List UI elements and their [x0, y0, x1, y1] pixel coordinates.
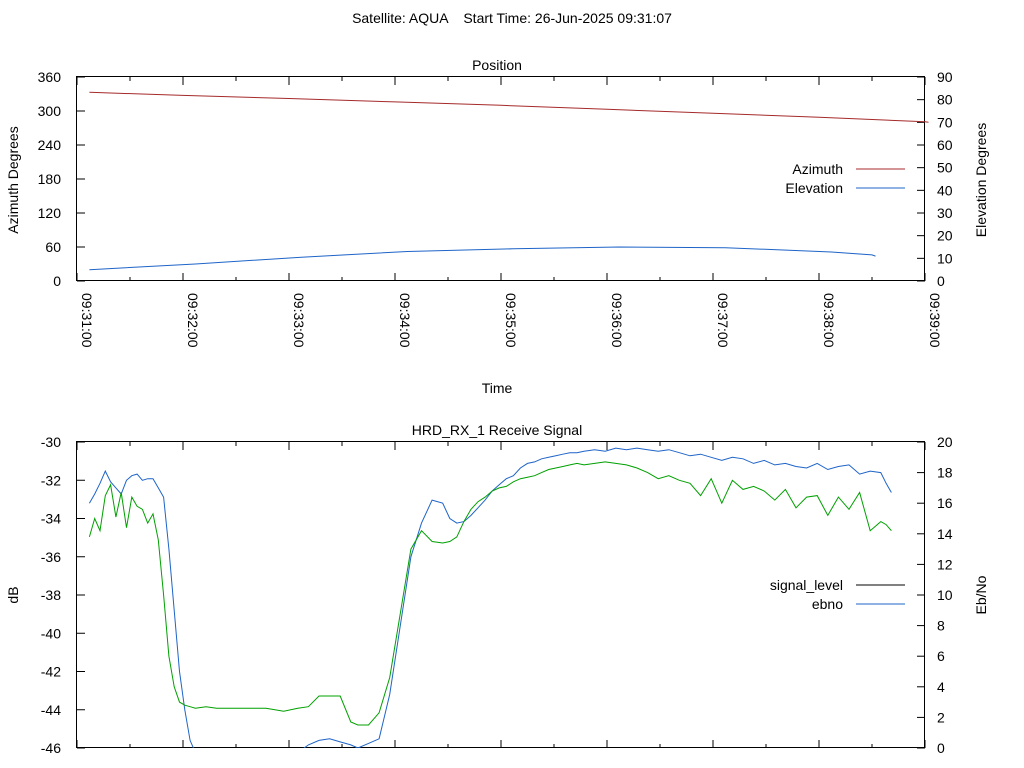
signal-ticks: -46 -44 -42 -40 -38 -36 -34 -32 -30 0 2 4 6 8 10 12 14 16… [41, 434, 953, 756]
y-tick-label: 240 [38, 137, 62, 153]
x-tick-label: 09:34:00 [397, 293, 413, 348]
y-tick-label: -38 [41, 587, 61, 603]
series-line-signal-level [89, 465, 891, 725]
x-tick-label: 09:38:00 [821, 293, 837, 348]
y-tick-label: -36 [41, 549, 61, 565]
signal-chart-title: HRD_RX_1 Receive Signal [412, 422, 582, 438]
x-tick-label: 09:32:00 [185, 293, 201, 348]
y2-tick-label: 16 [937, 495, 953, 511]
y-tick-label: -46 [41, 740, 61, 756]
y-tick-label: 120 [38, 205, 62, 221]
y2-tick-label: 10 [937, 250, 953, 266]
y2-tick-label: 90 [937, 69, 953, 85]
y-tick-label: 180 [38, 171, 62, 187]
position-chart-title: Position [472, 57, 522, 73]
signal-legend: signal_level ebno [770, 577, 905, 612]
y2-tick-label: 8 [937, 618, 945, 634]
y2-tick-label: 6 [937, 648, 945, 664]
y2-tick-label: 70 [937, 114, 953, 130]
page-title: Satellite: AQUA Start Time: 26-Jun-2025 … [352, 10, 672, 26]
y-tick-label: 0 [53, 273, 61, 289]
legend-label-elevation: Elevation [785, 180, 843, 196]
x-tick-label: 09:37:00 [715, 293, 731, 348]
signal-series [88, 447, 892, 748]
series-line-ebno [88, 447, 892, 748]
y-tick-label: -34 [41, 511, 61, 527]
x-tick-label: 09:36:00 [609, 293, 625, 348]
y-tick-label: 360 [38, 69, 62, 85]
position-y2-axis-label: Elevation Degrees [973, 123, 989, 237]
y2-tick-label: 18 [937, 465, 953, 481]
y-tick-label: -30 [41, 434, 61, 450]
signal-chart: HRD_RX_1 Receive Signal dB Eb/No -46-44-… [5, 422, 989, 756]
y2-tick-label: 50 [937, 160, 953, 176]
x-tick-label: 09:33:00 [291, 293, 307, 348]
legend-label-ebno: ebno [812, 596, 843, 612]
position-ticks: 0 60 120 180 240 300 360 0 10 20 30 40 50 60 70 80 90 09:… [38, 69, 953, 348]
y-tick-label: -44 [41, 702, 61, 718]
position-chart: Position Azimuth Degrees Elevation Degre… [5, 57, 989, 396]
x-tick-label: 09:35:00 [503, 293, 519, 348]
y2-tick-label: 2 [937, 709, 945, 725]
y2-tick-label: 20 [937, 228, 953, 244]
y2-tick-label: 20 [937, 434, 953, 450]
y2-tick-label: 0 [937, 740, 945, 756]
y-tick-label: 60 [45, 239, 61, 255]
legend-label-signal-level: signal_level [770, 577, 843, 593]
series-line-signal-trace [88, 461, 892, 726]
y-tick-label: -32 [41, 472, 61, 488]
position-plot-frame [76, 76, 925, 281]
x-tick-label: 09:31:00 [79, 293, 95, 348]
position-legend: Azimuth Elevation [785, 161, 905, 196]
y2-tick-label: 60 [937, 137, 953, 153]
y2-tick-label: 14 [937, 526, 953, 542]
y2-tick-label: 30 [937, 205, 953, 221]
signal-y2-axis-label: Eb/No [973, 575, 989, 614]
series-line-elevation [89, 246, 876, 271]
y2-tick-label: 10 [937, 587, 953, 603]
signal-y-axis-label: dB [5, 586, 21, 603]
series-line-azimuth [89, 91, 929, 123]
y2-tick-label: 0 [937, 273, 945, 289]
y-tick-label: 300 [38, 103, 62, 119]
y-tick-label: -42 [41, 664, 61, 680]
y2-tick-label: 4 [937, 679, 945, 695]
y2-tick-label: 80 [937, 92, 953, 108]
position-series [89, 91, 929, 271]
y2-tick-label: 40 [937, 182, 953, 198]
x-tick-label: 09:39:00 [927, 293, 943, 348]
y-tick-label: -40 [41, 625, 61, 641]
position-y-axis-label: Azimuth Degrees [5, 126, 21, 233]
legend-label-azimuth: Azimuth [792, 161, 843, 177]
position-x-axis-label: Time [482, 380, 513, 396]
y2-tick-label: 12 [937, 556, 953, 572]
